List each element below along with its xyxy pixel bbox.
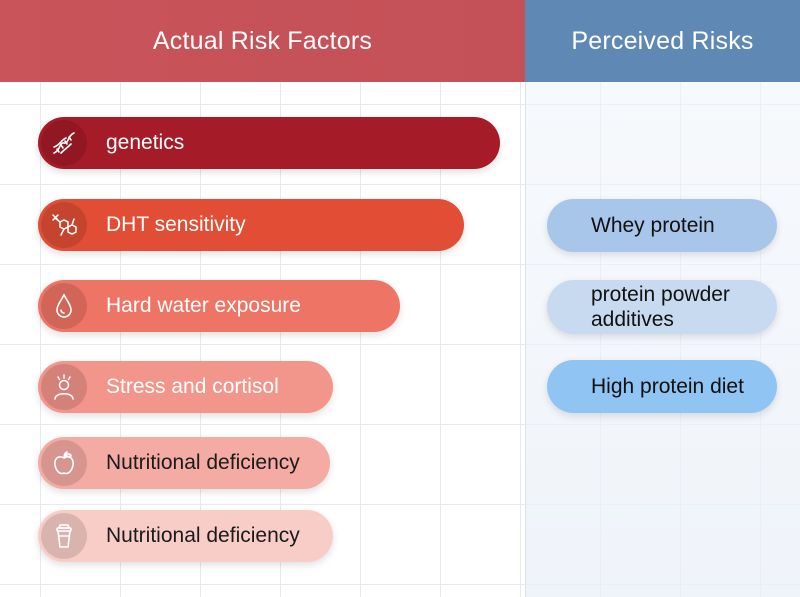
actual-factor-label: DHT sensitivity	[106, 213, 246, 236]
apple-icon	[41, 440, 87, 486]
perceived-risk-label: protein powder additives	[591, 283, 730, 331]
perceived-risk-protein-powder-additives: protein powder additives	[547, 280, 777, 334]
water-drop-icon	[41, 283, 87, 329]
dna-icon	[41, 120, 87, 166]
molecule-icon	[41, 202, 87, 248]
perceived-risk-label: High protein diet	[591, 375, 744, 398]
perceived-risk-whey-protein: Whey protein	[547, 199, 777, 252]
actual-factor-label: genetics	[106, 131, 185, 154]
actual-factor-hard-water: Hard water exposure	[38, 280, 400, 332]
actual-header-title: Actual Risk Factors	[152, 26, 373, 55]
actual-factor-nutritional-deficiency-supplement: Nutritional deficiency	[38, 510, 333, 562]
perceived-column-background	[525, 82, 800, 597]
actual-factor-label: Hard water exposure	[106, 294, 301, 317]
perceived-risk-high-protein-diet: High protein diet	[547, 360, 777, 413]
actual-factor-nutritional-deficiency: Nutritional deficiency	[38, 437, 330, 489]
actual-factor-label: Nutritional deficiency	[106, 524, 300, 547]
shaker-cup-icon	[41, 513, 87, 559]
perceived-risks-header: Perceived Risks	[525, 0, 800, 82]
actual-factor-stress: Stress and cortisol	[38, 361, 333, 413]
actual-risk-factors-header: Actual Risk Factors	[0, 0, 525, 82]
stressed-person-icon	[41, 364, 87, 410]
actual-factor-label: Nutritional deficiency	[106, 451, 300, 474]
actual-factor-genetics: genetics	[38, 117, 500, 169]
perceived-header-title: Perceived Risks	[571, 26, 754, 55]
perceived-risk-label: Whey protein	[591, 214, 715, 237]
actual-factor-label: Stress and cortisol	[106, 375, 279, 398]
actual-factor-dht-sensitivity: DHT sensitivity	[38, 199, 464, 251]
